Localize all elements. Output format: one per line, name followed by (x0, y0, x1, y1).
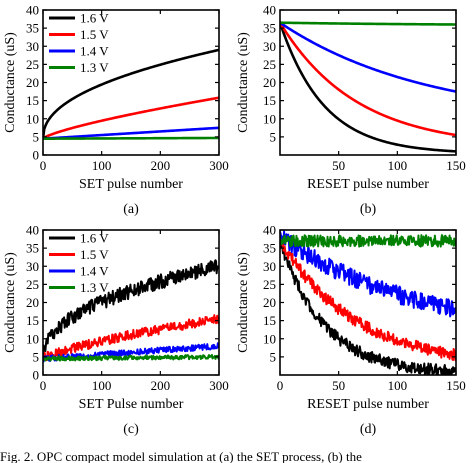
y-tick-label: 10 (26, 111, 39, 126)
series-line-trace-1 (280, 22, 456, 153)
legend: 1.6 V1.5 V 1.4 V1.3 V (49, 11, 109, 75)
x-axis-label: SET pulse number (79, 177, 183, 192)
series-line-trace-4 (280, 21, 456, 26)
series-line-trace-3 (280, 21, 456, 93)
y-tick-label: 0 (33, 148, 40, 163)
legend-label: 1.5 V (80, 247, 109, 262)
chart-panel-d: 5 10 15 20 25 30 35 40 0 50 100 150 RESET pulse numb… (236, 223, 466, 438)
y-tick-label: 25 (26, 277, 39, 292)
y-tick-label: 5 (270, 349, 277, 364)
y-tick-label: 5 (270, 129, 277, 144)
x-tick-label: 150 (446, 378, 466, 393)
figure-caption: Fig. 2. OPC compact model simulation at … (0, 449, 362, 463)
y-axis-label: Conductance (uS) (236, 32, 251, 133)
series-line-trace-1 (280, 237, 456, 375)
y-axis-label: Conductance (uS) (3, 32, 18, 133)
legend-label: 1.6 V (80, 231, 109, 246)
y-tick-label: 20 (263, 295, 276, 310)
legend-label: 1.6 V (80, 11, 109, 26)
x-tick-label: 50 (332, 378, 345, 393)
x-tick-label: 100 (92, 158, 112, 173)
y-tick-label: 30 (26, 39, 39, 54)
legend-label: 1.3 V (80, 280, 109, 295)
y-tick-label: 40 (26, 223, 39, 238)
chart-panel-b: 5 10 15 20 25 30 35 40 50 100 150 RESET pulse numbe… (236, 3, 466, 218)
series-line-trace-4 (280, 234, 456, 248)
x-tick-label: 300 (209, 158, 229, 173)
y-tick-label: 35 (263, 241, 276, 256)
panel-label: (b) (360, 202, 377, 217)
series-line-1-5-V (43, 314, 219, 362)
y-tick-label: 15 (26, 93, 39, 108)
y-tick-label: 30 (26, 259, 39, 274)
y-tick-label: 5 (33, 349, 40, 364)
x-tick-label: 50 (332, 158, 345, 173)
series-line-1-4-V (43, 342, 219, 363)
series-line-1-4-V (43, 126, 219, 140)
y-tick-label: 35 (263, 21, 276, 36)
panel-label: (a) (123, 202, 139, 217)
series-line-1-3-V (43, 353, 219, 362)
series-group (43, 259, 219, 363)
x-axis-label: RESET pulse number (307, 177, 429, 192)
y-tick-label: 20 (26, 295, 39, 310)
y-tick-label: 10 (263, 331, 276, 346)
y-tick-label: 0 (33, 368, 40, 383)
y-tick-label: 10 (26, 331, 39, 346)
series-line-trace-2 (280, 22, 456, 137)
series-group (43, 48, 219, 140)
panel-label: (d) (360, 422, 377, 437)
panel-label: (c) (123, 422, 139, 437)
y-tick-label: 35 (26, 241, 39, 256)
series-line-trace-3 (280, 230, 456, 318)
series-line-1-6-V (43, 259, 219, 361)
x-tick-label: 100 (388, 378, 408, 393)
x-tick-label: 150 (446, 158, 466, 173)
y-tick-label: 35 (26, 21, 39, 36)
x-tick-label: 100 (388, 158, 408, 173)
series-line-1-6-V (43, 48, 219, 139)
y-tick-label: 40 (263, 223, 276, 238)
x-tick-label: 0 (40, 158, 47, 173)
y-axis-label: Conductance (uS) (236, 252, 251, 353)
x-tick-label: 200 (151, 158, 171, 173)
y-tick-label: 30 (263, 39, 276, 54)
x-axis-label: RESET pulse number (307, 397, 429, 412)
y-tick-label: 5 (33, 129, 40, 144)
series-line-1-3-V (43, 136, 219, 140)
y-tick-label: 40 (263, 3, 276, 18)
series-group (280, 21, 456, 153)
x-tick-label: 100 (92, 378, 112, 393)
legend-label: 1.4 V (80, 264, 109, 279)
y-tick-label: 40 (26, 3, 39, 18)
legend-label: 1.4 V (80, 44, 109, 59)
y-tick-label: 30 (263, 259, 276, 274)
y-tick-label: 25 (26, 57, 39, 72)
series-line-trace-2 (280, 236, 456, 362)
x-axis-label: SET Pulse number (79, 397, 184, 412)
x-tick-label: 200 (151, 378, 171, 393)
legend: 1.6 V1.5 V 1.4 V1.3 V (49, 231, 109, 295)
y-tick-label: 25 (263, 277, 276, 292)
x-tick-label: 300 (209, 378, 229, 393)
y-tick-label: 15 (263, 313, 276, 328)
legend-label: 1.5 V (80, 27, 109, 42)
legend-label: 1.3 V (80, 60, 109, 75)
y-tick-label: 10 (263, 111, 276, 126)
y-tick-label: 20 (26, 75, 39, 90)
y-tick-label: 25 (263, 57, 276, 72)
y-tick-label: 15 (26, 313, 39, 328)
y-tick-label: 15 (263, 93, 276, 108)
y-axis-label: Conductance (uS) (3, 252, 18, 353)
series-group (280, 230, 456, 375)
series-line-1-5-V (43, 96, 219, 140)
x-tick-label: 0 (277, 378, 284, 393)
x-tick-label: 0 (40, 378, 47, 393)
y-tick-label: 20 (263, 75, 276, 90)
